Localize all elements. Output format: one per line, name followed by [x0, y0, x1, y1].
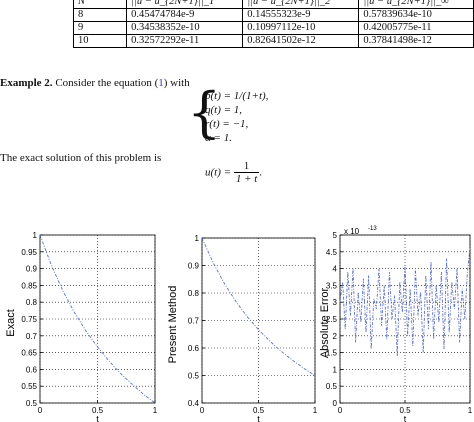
- equation-line: α = 1.: [205, 132, 232, 144]
- series-line: [201, 237, 316, 376]
- error-norms-table: N ||u − u_{2N+1}||_1 ||u − u_{2N+1}||_2 …: [72, 0, 474, 48]
- y-tick-label: 0.5: [188, 372, 200, 381]
- y-tick-label: 3.5: [326, 281, 338, 290]
- x-tick-label: 0: [338, 406, 343, 415]
- y-axis-label: Absolute Error: [320, 288, 331, 359]
- table-cell: 0.82641502e-12: [242, 34, 360, 48]
- fraction-numerator: 1: [233, 160, 260, 173]
- y-tick-label: 0.95: [21, 248, 37, 257]
- y-tick-label: 0.8: [26, 298, 38, 307]
- table-row: 9 0.34538352e-10 0.10997112e-10 0.420057…: [72, 21, 474, 35]
- table-cell: 0.42005775e-11: [358, 21, 474, 35]
- y-tick-label: 3: [333, 298, 338, 307]
- y-tick-label: 0.9: [26, 265, 38, 274]
- y-tick-label: 0.9: [188, 262, 200, 271]
- example-intro: Example 2. Consider the equation (1) wit…: [0, 77, 190, 89]
- y-tick-label: 0.65: [21, 349, 37, 358]
- table-cell: 0.10997112e-10: [242, 21, 360, 35]
- y-tick-label: 0.75: [21, 315, 37, 324]
- y-tick-label: 0.4: [188, 399, 200, 408]
- x-axis-label: t: [404, 414, 407, 422]
- table-cell: 0.14555323e-9: [242, 8, 360, 22]
- equation-line: r(t) = −1,: [205, 118, 249, 130]
- exact-solution-text: The exact solution of this problem is: [0, 152, 162, 164]
- example-label: Example 2.: [0, 77, 53, 89]
- x-tick-label: 0.5: [92, 406, 104, 415]
- table-cell: 0.34538352e-10: [126, 21, 244, 35]
- table-header-cell: N: [72, 0, 128, 9]
- table-cell: 0.57839634e-10: [358, 8, 474, 22]
- x-axis-label: t: [96, 414, 99, 422]
- y-tick-label: 1: [333, 365, 338, 374]
- x-tick-label: 0.5: [253, 406, 265, 415]
- y-tick-label: 0.85: [21, 281, 37, 290]
- table-cell: 9: [72, 21, 128, 35]
- y-tick-label: 0.5: [326, 382, 338, 391]
- y-exponent-label: -13: [368, 226, 377, 232]
- table-cell: 0.37841498e-12: [358, 34, 474, 48]
- x-tick-label: 0.5: [399, 406, 411, 415]
- y-tick-label: 0.55: [21, 382, 37, 391]
- x-tick-label: 0: [200, 406, 205, 415]
- series-line: [39, 234, 156, 404]
- table-row: 8 0.45474784e-9 0.14555323e-9 0.57839634…: [72, 8, 474, 22]
- y-multiplier-label: x 10: [344, 227, 360, 236]
- y-tick-label: 1.5: [326, 349, 338, 358]
- solution-fraction: 1 1 + t: [233, 160, 260, 185]
- y-tick-label: 2.5: [326, 315, 338, 324]
- table-row: 10 0.32572292e-11 0.82641502e-12 0.37841…: [72, 34, 474, 48]
- y-tick-label: 1: [33, 231, 38, 240]
- solution-end: .: [259, 166, 263, 179]
- table-header-cell: ||u − u_{2N+1}||_2: [242, 0, 360, 9]
- y-tick-label: 0.6: [26, 365, 38, 374]
- table-cell: 0.32572292e-11: [126, 34, 244, 48]
- y-tick-label: 0: [333, 399, 338, 408]
- y-axis-label: Exact: [5, 309, 17, 337]
- y-tick-label: 0.7: [188, 317, 200, 326]
- y-tick-label: 0.7: [26, 332, 38, 341]
- example-intro-text: Consider the equation (: [55, 77, 159, 89]
- y-tick-label: 4: [333, 265, 338, 274]
- y-tick-label: 2: [333, 332, 338, 341]
- y-tick-label: 4.5: [326, 248, 338, 257]
- equation-line: q(t) = 1,: [205, 104, 243, 116]
- exact-solution-plot: 0 0.5 10.50.550.60.650.70.750.80.850.90.95…: [5, 231, 158, 422]
- y-tick-label: 5: [333, 231, 338, 240]
- solution-formula: u(t) = 1 1 + t .: [205, 160, 262, 185]
- y-tick-label: 0.6: [188, 344, 200, 353]
- x-tick-label: 0: [38, 406, 43, 415]
- table-header-cell: ||u − u_{2N+1}||_1: [126, 0, 244, 9]
- left-brace: {: [187, 81, 222, 144]
- y-axis-label: Present Method: [167, 286, 179, 364]
- table-cell: 10: [72, 34, 128, 48]
- table-cell: 0.45474784e-9: [126, 8, 244, 22]
- y-tick-label: 0.8: [188, 289, 200, 298]
- x-tick-label: 1: [468, 406, 473, 415]
- present-method-plot: 0 0.5 1 0.4 0.5 0.6 0.7 0.8 0.9 1 t Present Method: [167, 234, 318, 422]
- solution-lhs: u(t) =: [205, 166, 232, 179]
- y-tick-label: 1: [195, 234, 200, 243]
- example-intro-end: ) with: [163, 77, 190, 89]
- table-header-row: N ||u − u_{2N+1}||_1 ||u − u_{2N+1}||_2 …: [72, 0, 474, 9]
- fraction-denominator: 1 + t: [235, 173, 258, 185]
- table-header-cell: ||u − u_{2N+1}||_∞: [358, 0, 474, 9]
- absolute-error-plot: 0 0.5 1 0 0.5 1 1.5 2 2.5 3 3.5 4 4.5 5 t Absolute Erro…: [320, 226, 473, 422]
- x-axis-label: t: [257, 414, 260, 422]
- x-tick-label: 1: [153, 406, 158, 415]
- x-tick-label: 1: [313, 406, 318, 415]
- equation-line: p(t) = 1/(1+t),: [205, 90, 269, 102]
- series-line: [339, 248, 471, 357]
- equation-reference-link[interactable]: 1: [158, 77, 164, 89]
- table-cell: 8: [72, 8, 128, 22]
- y-tick-label: 0.5: [26, 399, 38, 408]
